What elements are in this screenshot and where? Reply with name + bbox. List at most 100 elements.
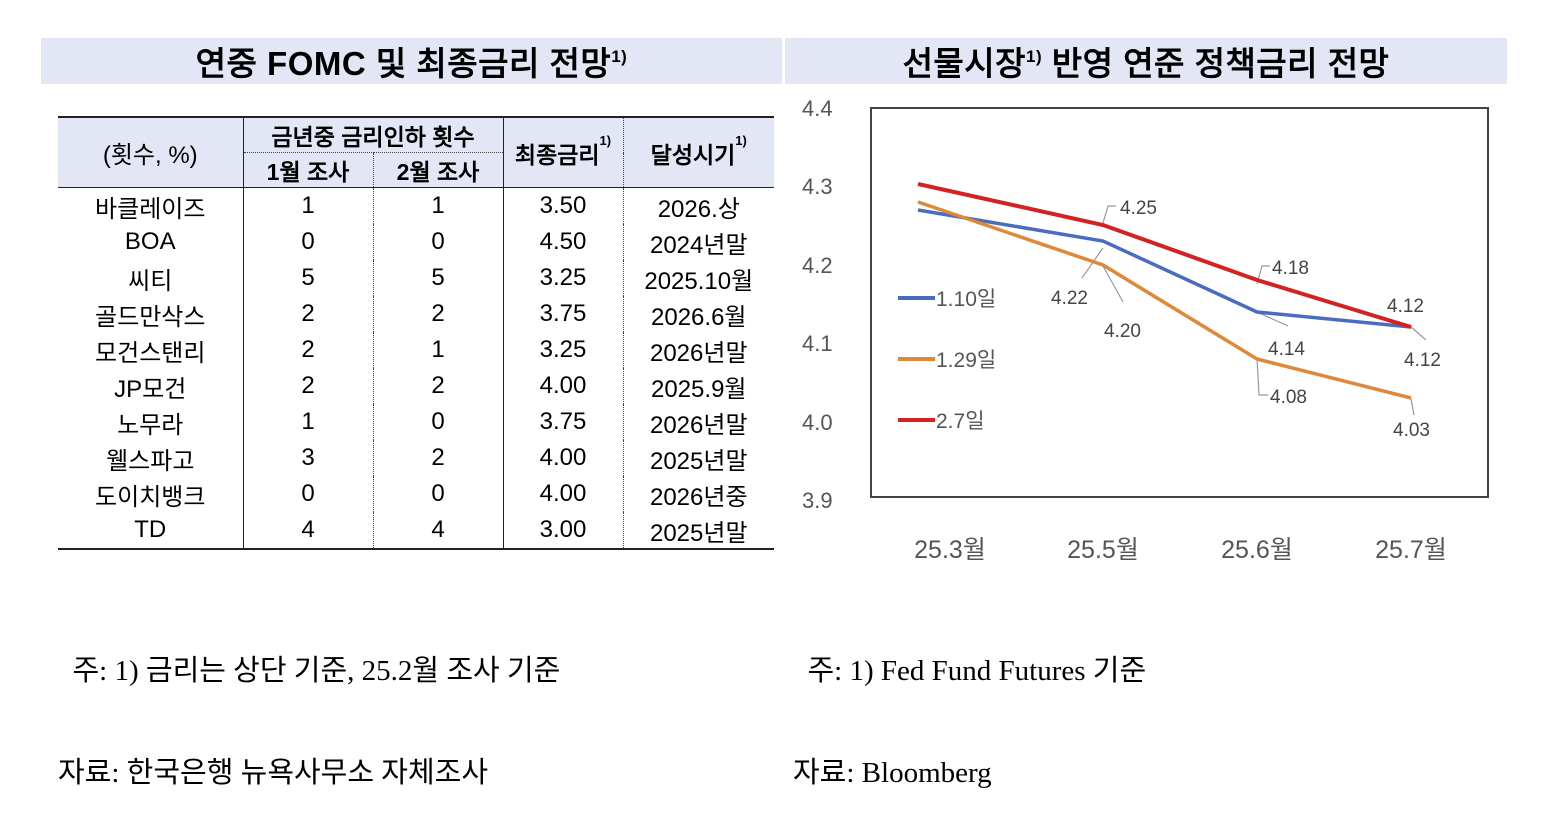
fomc-forecast-table: (횟수, %) 금년중 금리인하 횟수 최종금리1) 달성시기1) 1월 조사 … <box>58 116 775 550</box>
legend-label: 1.29일 <box>936 349 996 372</box>
left-source: 자료: 한국은행 뉴욕사무소 자체조사 <box>58 757 489 789</box>
data-label-2-7: 4.18 <box>1272 258 1309 279</box>
table-row: 씨티 5 5 3.25 2025.10월 <box>58 260 775 296</box>
x-tick: 25.6월 <box>1221 536 1293 564</box>
bank-name: 골드만삭스 <box>95 303 206 331</box>
jan-cuts: 4 <box>242 512 373 550</box>
timing: 2025년말 <box>622 512 775 550</box>
right-title-text-1: 선물시장 <box>902 45 1027 82</box>
x-tick: 25.3월 <box>914 536 986 564</box>
data-label-1-29: 4.20 <box>1104 321 1141 342</box>
timing: 2026.상 <box>622 187 775 224</box>
x-axis: 25.3월 25.5월 25.6월 25.7월 <box>914 536 1447 564</box>
y-tick: 4.4 <box>802 96 833 121</box>
table-subheader-row: 1월 조사 2월 조사 <box>58 152 774 188</box>
legend-item-2-7: 2.7일 <box>898 410 985 433</box>
feb-cuts: 0 <box>372 404 504 440</box>
jan-cuts: 3 <box>242 440 373 476</box>
jan-cuts: 2 <box>242 332 373 368</box>
feb-cuts: 1 <box>372 332 504 368</box>
legend-item-1-10: 1.10일 <box>898 288 996 311</box>
feb-cuts: 2 <box>372 296 504 332</box>
table-row: TD 4 4 3.00 2025년말 <box>58 512 775 550</box>
table-row: 웰스파고 3 2 4.00 2025년말 <box>58 440 775 476</box>
data-label-2-7: 4.12 <box>1387 296 1424 317</box>
left-title-footnote: 1) <box>611 47 628 66</box>
table-row: 골드만삭스 2 2 3.75 2026.6월 <box>58 296 775 332</box>
jan-cuts: 1 <box>242 187 373 224</box>
table-row: BOA 0 0 4.50 2024년말 <box>58 224 775 260</box>
timing: 2025년말 <box>622 440 775 476</box>
right-title-text-2: 반영 연준 정책금리 전망 <box>1042 45 1390 82</box>
bank-name: 모건스탠리 <box>95 339 206 367</box>
legend-label: 1.10일 <box>936 288 996 311</box>
unit-header: (횟수, %) <box>58 116 243 188</box>
timing-header: 달성시기1) <box>622 116 775 188</box>
jan-cuts: 5 <box>242 260 373 296</box>
bank-name: JP모건 <box>114 375 187 403</box>
data-label-1-10: 4.14 <box>1268 339 1305 360</box>
table-row: 도이치뱅크 0 0 4.00 2026년중 <box>58 476 775 512</box>
feb-cuts: 0 <box>372 476 504 512</box>
bank-name: 바클레이즈 <box>95 195 206 223</box>
timing-header-text: 달성시기 <box>650 141 736 168</box>
table-row: 모건스탠리 2 1 3.25 2026년말 <box>58 332 775 368</box>
data-label-1-10: 4.12 <box>1404 350 1441 371</box>
data-label-2-7: 4.25 <box>1120 198 1157 219</box>
jan-cuts: 0 <box>242 476 373 512</box>
series-line-1-29 <box>917 200 1412 400</box>
feb-cuts: 4 <box>372 512 504 550</box>
cut-count-group-header: 금년중 금리인하 횟수 <box>242 116 504 153</box>
timing: 2025.10월 <box>622 260 775 296</box>
right-source: 자료: Bloomberg <box>793 757 992 789</box>
bank-name: 노무라 <box>117 411 184 439</box>
bank-name: 웰스파고 <box>106 447 195 475</box>
series-line-2-7 <box>917 182 1412 329</box>
final-rate: 3.75 <box>502 296 624 332</box>
feb-cuts: 0 <box>372 224 504 260</box>
table-row: JP모건 2 2 4.00 2025.9월 <box>58 368 775 404</box>
final-rate: 4.00 <box>502 368 624 404</box>
x-tick: 25.7월 <box>1375 536 1447 564</box>
y-tick: 3.9 <box>802 488 833 513</box>
series-line-1-10 <box>917 208 1412 329</box>
timing: 2025.9월 <box>622 368 775 404</box>
left-title-text: 연중 FOMC 및 최종금리 전망 <box>195 45 612 82</box>
left-notes: 주: 1) 금리는 상단 기준, 25.2월 조사 기준 자료: 한국은행 뉴욕… <box>58 586 560 824</box>
x-tick: 25.5월 <box>1067 536 1139 564</box>
data-label-1-29: 4.03 <box>1393 420 1430 441</box>
data-label-1-10: 4.22 <box>1051 288 1088 309</box>
feb-cuts: 5 <box>372 260 504 296</box>
final-rate: 3.00 <box>502 512 624 550</box>
final-rate: 4.00 <box>502 440 624 476</box>
bank-name: 씨티 <box>128 267 173 295</box>
final-rate: 3.25 <box>502 260 624 296</box>
final-rate-footnote: 1) <box>599 132 612 148</box>
jan-cuts: 0 <box>242 224 373 260</box>
y-tick: 4.1 <box>802 331 833 356</box>
y-axis: 4.4 4.3 4.2 4.1 4.0 3.9 <box>802 96 833 513</box>
y-tick: 4.2 <box>802 253 833 278</box>
jan-cuts: 1 <box>242 404 373 440</box>
left-panel-title: 연중 FOMC 및 최종금리 전망 1) <box>41 38 782 84</box>
plot-area <box>870 107 1489 498</box>
final-rate: 4.50 <box>502 224 624 260</box>
final-rate: 3.75 <box>502 404 624 440</box>
feb-cuts: 2 <box>372 368 504 404</box>
right-title-footnote: 1) <box>1026 47 1043 66</box>
feb-cuts: 2 <box>372 440 504 476</box>
final-rate-header-text: 최종금리 <box>514 141 600 168</box>
timing: 2026년말 <box>622 332 775 368</box>
bank-name: 도이치뱅크 <box>95 483 206 511</box>
jan-survey-header: 1월 조사 <box>242 152 373 188</box>
right-notes: 주: 1) Fed Fund Futures 기준 자료: Bloomberg <box>793 586 1146 824</box>
timing: 2024년말 <box>622 224 775 260</box>
y-tick: 4.3 <box>802 174 833 199</box>
timing-footnote: 1) <box>735 132 747 148</box>
bank-name: TD <box>58 512 243 550</box>
legend-item-1-29: 1.29일 <box>898 349 996 372</box>
bank-name: BOA <box>124 228 176 255</box>
jan-cuts: 2 <box>242 296 373 332</box>
timing: 2026.6월 <box>622 296 775 332</box>
table-row: 노무라 1 0 3.75 2026년말 <box>58 404 775 440</box>
